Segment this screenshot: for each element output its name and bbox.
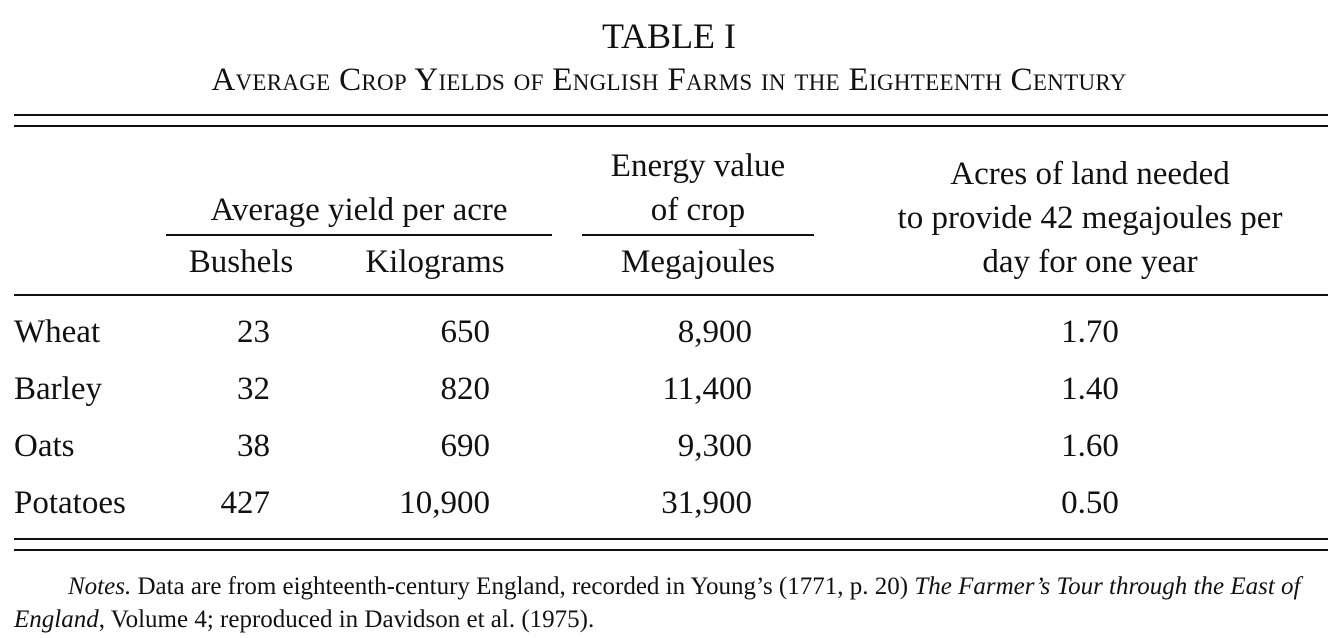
- column-header-megajoules: Megajoules: [621, 244, 775, 280]
- notes-text-1: Data are from eighteenth-century England…: [131, 573, 915, 600]
- group-header-energy-line1: Energy value: [610, 148, 786, 184]
- group-rule-yield: [166, 234, 552, 236]
- group-header-yield: Average yield per acre: [210, 192, 508, 228]
- group-header-energy-line2: of crop: [650, 192, 746, 228]
- table-notes: Notes. Data are from eighteenth-century …: [14, 570, 1328, 636]
- cell-megajoules: 31,900: [661, 485, 752, 521]
- column-header-kilograms: Kilograms: [365, 244, 505, 280]
- table-label: TABLE I: [601, 16, 737, 56]
- column-header-bushels: Bushels: [188, 244, 294, 280]
- cell-bushels: 23: [237, 314, 270, 350]
- header-rule: [14, 294, 1328, 296]
- top-rule-2: [14, 125, 1328, 127]
- cell-bushels: 38: [237, 428, 270, 464]
- column-header-acres-line3: day for one year: [982, 244, 1198, 280]
- cell-megajoules: 9,300: [677, 428, 752, 464]
- cell-bushels: 32: [237, 371, 270, 407]
- cell-megajoules: 8,900: [677, 314, 752, 350]
- cell-kilograms: 820: [440, 371, 491, 407]
- notes-label: Notes.: [68, 573, 132, 600]
- cell-acres: 1.40: [1061, 371, 1119, 407]
- column-header-acres-line1: Acres of land needed: [950, 156, 1230, 192]
- top-rule-1: [14, 114, 1328, 116]
- table-title: Average Crop Yields of English Farms in …: [211, 62, 1127, 98]
- bottom-rule-2: [14, 549, 1328, 551]
- cell-megajoules: 11,400: [662, 371, 752, 407]
- notes-text-2: , Volume 4; reproduced in Davidson et al…: [98, 606, 595, 633]
- cell-kilograms: 10,900: [399, 485, 490, 521]
- cell-crop: Wheat: [14, 314, 101, 350]
- cell-crop: Oats: [14, 428, 75, 464]
- cell-kilograms: 650: [440, 314, 491, 350]
- column-header-acres-line2: to provide 42 megajoules per: [897, 200, 1283, 236]
- cell-acres: 1.70: [1061, 314, 1119, 350]
- cell-crop: Potatoes: [14, 485, 126, 521]
- group-rule-energy: [582, 234, 814, 236]
- notes-book-title: The Farmer’s Tour through the East of En…: [14, 573, 1301, 633]
- cell-acres: 0.50: [1061, 485, 1119, 521]
- cell-acres: 1.60: [1061, 428, 1119, 464]
- cell-kilograms: 690: [440, 428, 491, 464]
- cell-bushels: 427: [220, 485, 271, 521]
- bottom-rule-1: [14, 538, 1328, 540]
- cell-crop: Barley: [14, 371, 102, 407]
